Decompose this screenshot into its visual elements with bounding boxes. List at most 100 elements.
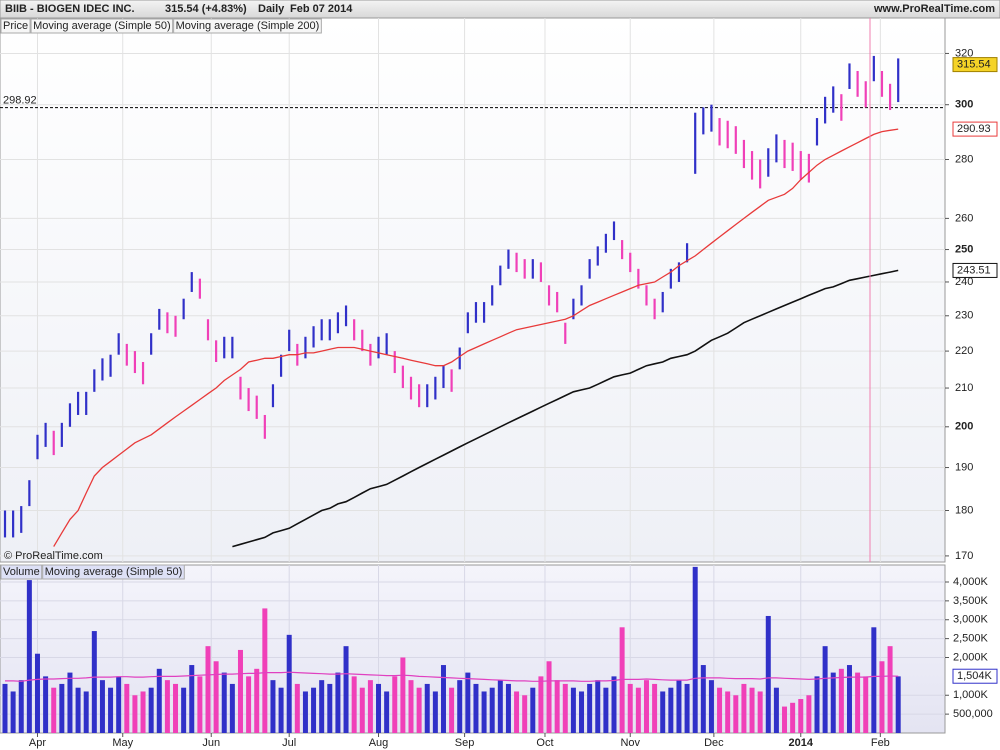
y-tick-label: 3,000K — [953, 614, 989, 626]
volume-bar — [757, 691, 763, 733]
volume-bar — [99, 680, 105, 733]
legend-box — [173, 18, 322, 34]
volume-bar — [676, 680, 682, 733]
volume-bar — [643, 680, 649, 733]
volume-bar — [164, 680, 170, 733]
y-tick-label: 2,000K — [953, 651, 989, 663]
volume-bar — [887, 646, 893, 733]
volume-bar — [343, 646, 349, 733]
volume-bar — [855, 672, 861, 733]
legend-box — [0, 18, 31, 34]
y-tick-label: 2,500K — [953, 633, 989, 645]
volume-bar — [432, 691, 438, 733]
volume-bar — [278, 687, 284, 733]
x-tick-label: Feb — [871, 737, 890, 749]
y-tick-label: 4,000K — [953, 576, 989, 588]
x-tick-label: Apr — [29, 737, 46, 749]
volume-bar — [806, 695, 812, 733]
volume-bar — [213, 661, 219, 733]
volume-bar — [570, 687, 576, 733]
volume-bar — [562, 683, 568, 733]
x-tick-label: Sep — [455, 737, 475, 749]
volume-bar — [773, 687, 779, 733]
volume-bar — [148, 687, 154, 733]
volume-bar — [790, 702, 796, 733]
symbol: BIIB - BIOGEN IDEC INC. — [5, 3, 135, 15]
volume-bar — [392, 676, 398, 733]
volume-bar — [424, 683, 430, 733]
volume-bar — [237, 649, 243, 733]
volume-bar — [603, 687, 609, 733]
y-tick-label: 230 — [955, 310, 973, 322]
volume-bar — [327, 683, 333, 733]
volume-bar — [692, 566, 698, 733]
volume-bar — [505, 683, 511, 733]
volume-bar — [749, 687, 755, 733]
volume-bar — [335, 672, 341, 733]
legend-entry: Moving average (Simple 50) — [45, 566, 183, 578]
volume-bar — [782, 706, 788, 733]
volume-bar — [270, 680, 276, 733]
quote: 315.54 (+4.83%) — [165, 3, 247, 15]
volume-bar — [181, 687, 187, 733]
volume-bar — [205, 646, 211, 733]
volume-bar — [384, 691, 390, 733]
legend-entry: Price — [3, 20, 28, 32]
volume-bar — [554, 680, 560, 733]
volume-bar — [10, 691, 16, 733]
x-tick-label: Jul — [282, 737, 296, 749]
volume-bar — [587, 683, 593, 733]
volume-bar — [246, 676, 252, 733]
ma200-last-box — [952, 262, 998, 278]
volume-bar — [116, 676, 122, 733]
legend-box — [42, 564, 185, 580]
volume-ma-last-box — [952, 668, 998, 684]
volume-bar — [668, 687, 674, 733]
volume-bar — [489, 687, 495, 733]
volume-bar — [197, 676, 203, 733]
date: Feb 07 2014 — [290, 3, 353, 15]
volume-bar — [863, 676, 869, 733]
volume-bar — [108, 687, 114, 733]
volume-bar — [400, 657, 406, 733]
volume-bar — [595, 680, 601, 733]
volume-bar — [798, 699, 804, 733]
volume-bar — [262, 608, 268, 733]
volume-bar — [91, 631, 97, 733]
last-price: 315.54 — [957, 58, 991, 70]
volume-bar — [481, 691, 487, 733]
y-tick-label: 250 — [955, 243, 973, 255]
volume-bar — [173, 683, 179, 733]
volume-bar — [408, 680, 414, 733]
volume-bar — [376, 683, 382, 733]
legend-box — [30, 18, 174, 34]
ma50-last-box — [952, 121, 998, 137]
volume-bar — [319, 680, 325, 733]
y-tick-label: 320 — [955, 47, 973, 59]
volume-bar — [741, 683, 747, 733]
copyright: © ProRealTime.com — [4, 550, 103, 562]
x-tick-label: Oct — [536, 737, 553, 749]
volume-bar — [43, 676, 49, 733]
ma50-last: 290.93 — [957, 123, 991, 135]
y-tick-label: 1,000K — [953, 689, 989, 701]
volume-bar — [26, 580, 32, 733]
volume-bar — [457, 680, 463, 733]
x-tick-label: May — [112, 737, 133, 749]
y-tick-label: 180 — [955, 504, 973, 516]
y-tick-label: 3,500K — [953, 595, 989, 607]
volume-bar — [416, 687, 422, 733]
legend-entry: Volume — [3, 566, 40, 578]
volume-bar — [725, 691, 731, 733]
y-tick-label: 170 — [955, 550, 973, 562]
y-tick-label: 260 — [955, 212, 973, 224]
volume-bar — [124, 683, 130, 733]
volume-bar — [221, 672, 227, 733]
volume-bar — [514, 691, 520, 733]
volume-bar — [51, 687, 57, 733]
legend-entry: Moving average (Simple 50) — [33, 20, 171, 32]
volume-bar — [579, 691, 585, 733]
volume-bar — [497, 680, 503, 733]
volume-bar — [838, 668, 844, 733]
y-tick-label: 240 — [955, 276, 973, 288]
